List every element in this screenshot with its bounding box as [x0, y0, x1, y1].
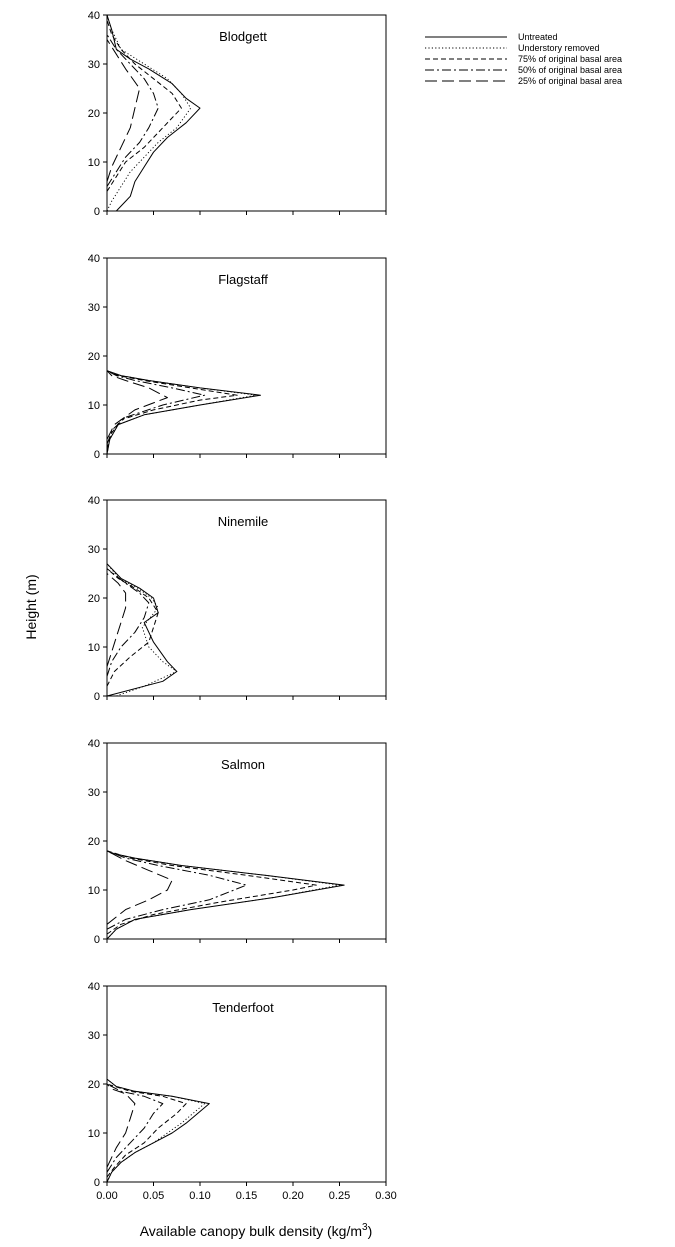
series-line-short-dash — [106, 19, 182, 192]
series-line-long-dash — [106, 573, 127, 667]
panel-title: Salmon — [221, 757, 265, 772]
y-tick-label: 20 — [88, 1079, 100, 1091]
series-line-short-dash — [106, 850, 317, 935]
legend-label: 25% of original basal area — [518, 76, 622, 86]
legend-item: 50% of original basal area — [425, 65, 622, 75]
y-tick-label: 20 — [88, 108, 100, 120]
panel-title: Blodgett — [219, 29, 267, 44]
y-tick-label: 20 — [88, 351, 100, 363]
series-line-dash-dot — [106, 1083, 164, 1173]
y-tick-label: 0 — [94, 691, 100, 703]
x-tick-label: 0.00 — [96, 1190, 117, 1202]
x-tick-label: 0.05 — [143, 1190, 164, 1202]
y-tick-label: 0 — [94, 934, 100, 946]
legend-label: 50% of original basal area — [518, 65, 622, 75]
series-line-solid — [106, 563, 178, 697]
legend-item: Untreated — [425, 32, 558, 42]
chart-panels: 0 10 20 30 40 Blodgett 0 10 20 30 40 Flagstaff 0 10 20… — [88, 10, 397, 1202]
x-tick-label: 0.25 — [329, 1190, 350, 1202]
y-tick-label: 10 — [88, 885, 100, 897]
series-line-dotted — [106, 563, 178, 697]
series-line-solid — [106, 14, 201, 212]
y-tick-label: 40 — [88, 495, 100, 507]
y-tick-label: 10 — [88, 642, 100, 654]
y-tick-label: 40 — [88, 738, 100, 750]
panel-title: Flagstaff — [218, 272, 268, 287]
x-axis-title-suffix: ) — [368, 1223, 373, 1239]
legend-item: 25% of original basal area — [425, 76, 622, 86]
series-line-long-dash — [106, 370, 168, 440]
series-line-dash-dot — [106, 34, 159, 187]
x-tick-label: 0.30 — [375, 1190, 396, 1202]
y-axis-title: Height (m) — [23, 574, 39, 639]
panel-salmon: 0 10 20 30 40 Salmon — [88, 738, 387, 946]
panel-title: Ninemile — [218, 514, 269, 529]
series-line-dotted — [106, 1078, 206, 1183]
panel-blodgett: 0 10 20 30 40 Blodgett — [88, 10, 387, 218]
series-line-long-dash — [106, 39, 141, 182]
y-tick-label: 30 — [88, 544, 100, 556]
panel-title: Tenderfoot — [212, 1000, 274, 1015]
y-tick-label: 30 — [88, 1030, 100, 1042]
series-line-dotted — [106, 14, 192, 212]
y-tick-label: 0 — [94, 1177, 100, 1189]
legend-label: Understory removed — [518, 43, 600, 53]
series-line-dotted — [106, 850, 340, 940]
y-tick-label: 30 — [88, 59, 100, 71]
y-tick-label: 20 — [88, 593, 100, 605]
y-tick-label: 40 — [88, 253, 100, 265]
legend-item: Understory removed — [425, 43, 600, 53]
legend-item: 75% of original basal area — [425, 54, 622, 64]
y-tick-label: 30 — [88, 302, 100, 314]
series-line-short-dash — [106, 1083, 187, 1178]
panel-flagstaff: 0 10 20 30 40 Flagstaff — [88, 253, 387, 461]
series-line-short-dash — [106, 568, 159, 687]
y-tick-label: 10 — [88, 157, 100, 169]
y-tick-label: 10 — [88, 1128, 100, 1140]
y-tick-label: 40 — [88, 10, 100, 22]
x-tick-label: 0.10 — [189, 1190, 210, 1202]
x-tick-label: 0.15 — [236, 1190, 257, 1202]
y-tick-label: 0 — [94, 449, 100, 461]
series-line-dash-dot — [106, 850, 247, 930]
x-axis-title-main: Available canopy bulk density (kg/m — [140, 1223, 362, 1239]
series-line-dash-dot — [106, 370, 206, 445]
x-axis-title-superscript: 3 — [362, 1222, 368, 1233]
y-tick-label: 30 — [88, 787, 100, 799]
x-tick-label: 0.20 — [282, 1190, 303, 1202]
panel-ninemile: 0 10 20 30 40 Ninemile — [88, 495, 387, 703]
y-tick-label: 20 — [88, 836, 100, 848]
y-tick-label: 0 — [94, 206, 100, 218]
series-line-long-dash — [106, 850, 173, 925]
panel-tenderfoot: 0 10 20 30 40 0.00 0.05 0.10 0.15 0.20 0.25 0.30 Ten… — [88, 981, 397, 1202]
legend-label: Untreated — [518, 32, 558, 42]
x-axis-title: Available canopy bulk density (kg/m3) — [140, 1222, 373, 1239]
y-tick-label: 10 — [88, 400, 100, 412]
y-tick-label: 40 — [88, 981, 100, 993]
series-line-long-dash — [106, 1083, 136, 1168]
legend-label: 75% of original basal area — [518, 54, 622, 64]
series-line-dash-dot — [106, 568, 150, 677]
